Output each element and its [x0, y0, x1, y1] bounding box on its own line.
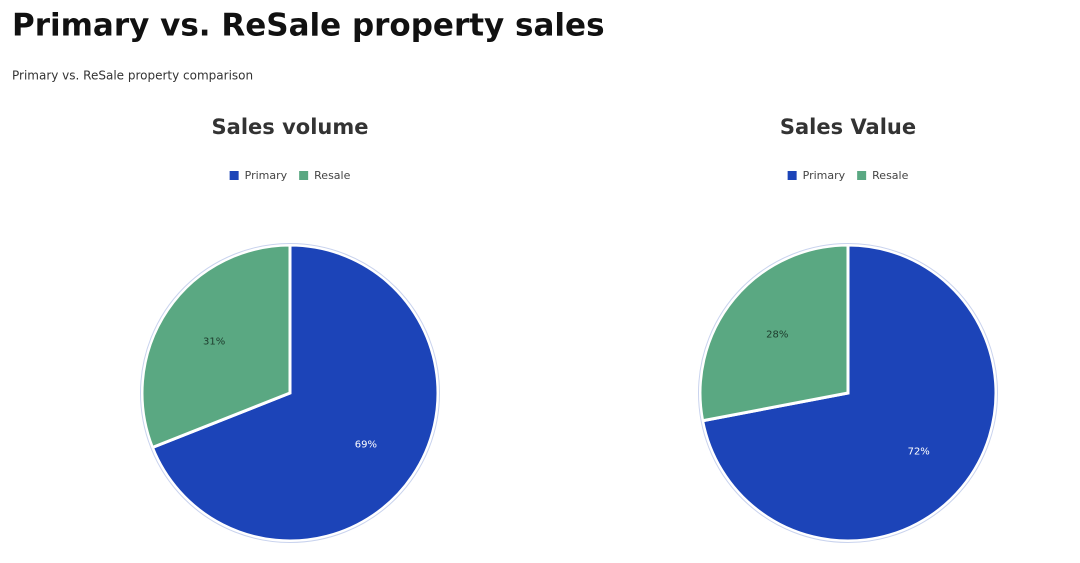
- legend-swatch: [299, 171, 309, 180]
- legend-swatch: [857, 171, 867, 180]
- slice-label: 28%: [766, 330, 788, 341]
- pie-slice: [140, 243, 292, 450]
- slice-label: 72%: [908, 446, 930, 457]
- legend-swatch: [787, 171, 797, 180]
- chart-title: Sales Value: [780, 115, 916, 139]
- legend-swatch: [229, 171, 239, 180]
- chart-title: Sales volume: [212, 115, 369, 139]
- pie-outline: [140, 243, 440, 543]
- page-title: Primary vs. ReSale property sales: [12, 8, 605, 44]
- legend-label: Primary: [245, 169, 288, 182]
- legend: Primary Resale: [229, 169, 351, 182]
- pie-outline: [698, 243, 998, 543]
- legend: Primary Resale: [787, 169, 909, 182]
- pie-slice: [150, 243, 440, 543]
- legend-label: Resale: [314, 169, 350, 182]
- legend-label: Primary: [803, 169, 846, 182]
- legend-label: Resale: [872, 169, 908, 182]
- slice-label: 31%: [203, 336, 225, 347]
- page-subtitle: Primary vs. ReSale property comparison: [12, 69, 253, 83]
- slice-label: 69%: [355, 440, 377, 451]
- pie-slice: [698, 243, 850, 423]
